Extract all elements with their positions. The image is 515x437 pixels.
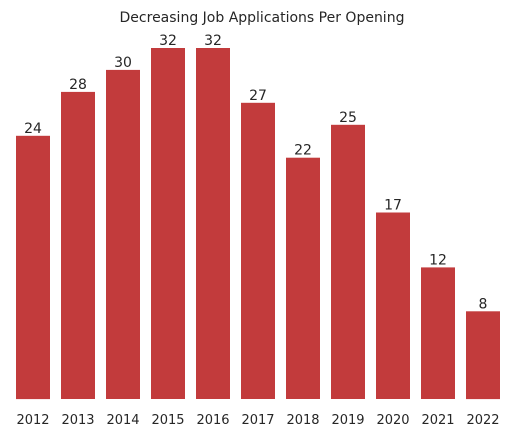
x-tick-2021: 2021 xyxy=(421,413,454,428)
bar-2017 xyxy=(241,102,275,400)
bar-2021 xyxy=(421,267,455,399)
bar-2020 xyxy=(376,212,410,399)
data-label-2014: 30 xyxy=(114,55,132,71)
bars-group xyxy=(16,48,500,400)
data-label-2018: 22 xyxy=(294,143,312,159)
chart-title: Decreasing Job Applications Per Opening xyxy=(120,10,405,26)
x-tick-2012: 2012 xyxy=(16,413,49,428)
bar-2013 xyxy=(61,91,95,400)
data-label-2017: 27 xyxy=(249,88,267,104)
data-label-2016: 32 xyxy=(204,33,222,49)
data-labels-group: 24 28 30 32 32 27 22 25 17 12 8 xyxy=(24,33,487,312)
bar-2022 xyxy=(466,311,500,400)
x-tick-2017: 2017 xyxy=(241,413,274,428)
x-tick-2019: 2019 xyxy=(331,413,364,428)
data-label-2022: 8 xyxy=(479,296,488,312)
bar-2014 xyxy=(106,69,140,400)
x-tick-2014: 2014 xyxy=(106,413,139,428)
data-label-2012: 24 xyxy=(24,121,42,137)
x-tick-2020: 2020 xyxy=(376,413,409,428)
data-label-2015: 32 xyxy=(159,33,177,49)
data-label-2013: 28 xyxy=(69,77,87,93)
x-tick-2022: 2022 xyxy=(466,413,499,428)
x-tick-2016: 2016 xyxy=(196,413,229,428)
bar-2018 xyxy=(286,157,320,399)
x-tick-2015: 2015 xyxy=(151,413,184,428)
x-tick-2018: 2018 xyxy=(286,413,319,428)
x-axis-ticks: 2012 2013 2014 2015 2016 2017 2018 2019 2020 2021… xyxy=(16,413,499,428)
data-label-2021: 12 xyxy=(429,252,447,268)
x-tick-2013: 2013 xyxy=(61,413,94,428)
bar-2015 xyxy=(151,48,185,399)
data-label-2019: 25 xyxy=(339,110,357,126)
bar-2012 xyxy=(16,135,50,400)
data-label-2020: 17 xyxy=(384,198,402,214)
bar-2019 xyxy=(331,124,365,400)
bar-2016 xyxy=(196,48,230,399)
